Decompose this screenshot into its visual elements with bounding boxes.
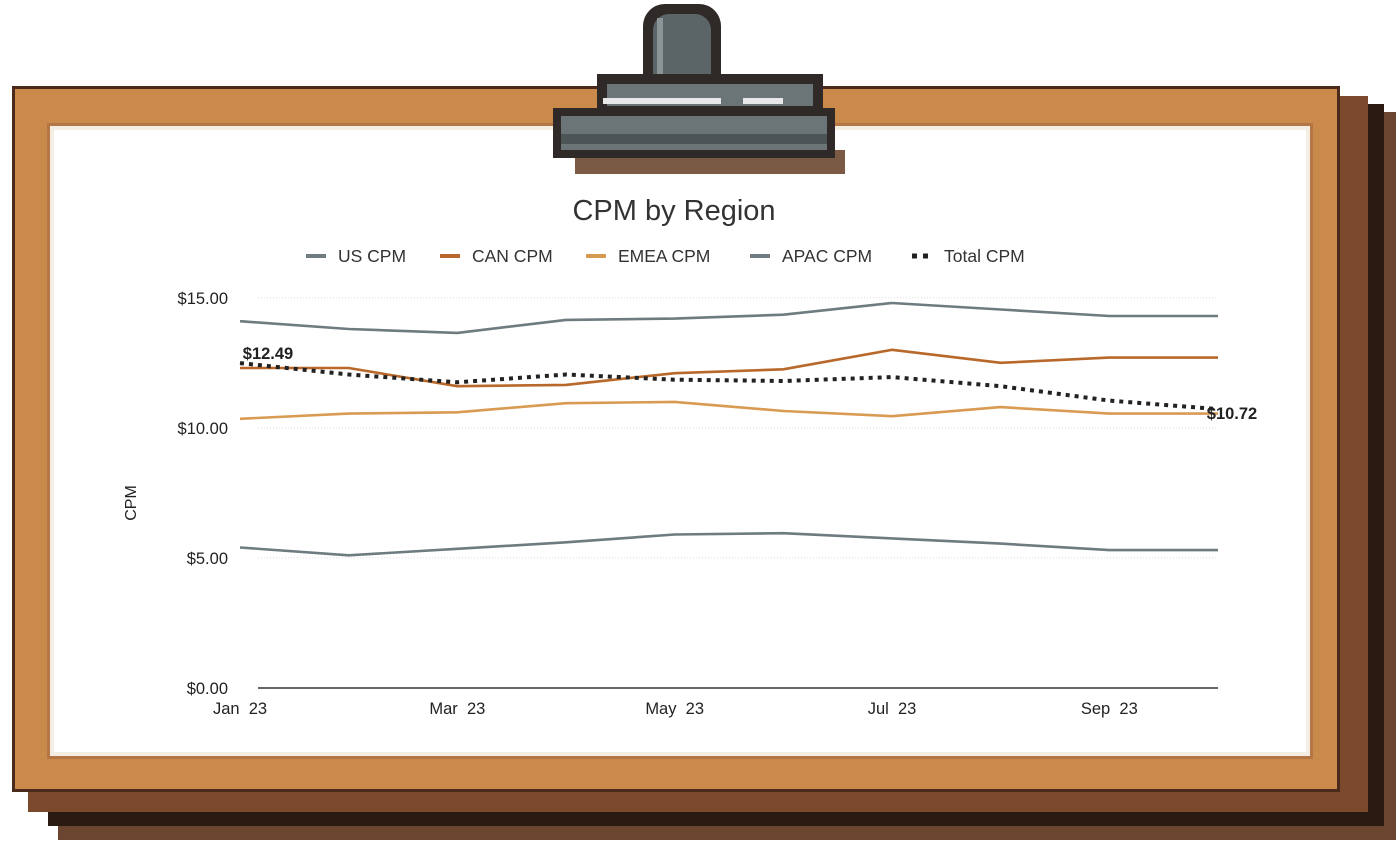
clipboard-clip-icon: [553, 4, 845, 174]
y-axis-title: CPM: [123, 485, 140, 521]
data-label: $10.72: [1207, 405, 1257, 423]
y-tick-label: $10.00: [178, 420, 228, 438]
series-line-total-cpm: [239, 361, 1219, 412]
y-tick-label: $15.00: [178, 290, 228, 308]
legend-label: Total CPM: [944, 246, 1025, 266]
chart-title: CPM by Region: [572, 195, 775, 227]
x-axis-ticks: Jan 23 Mar 23 May 23 Jul 23 Sep 23: [213, 700, 1138, 718]
legend-label: APAC CPM: [782, 246, 872, 266]
data-labels: $12.49 $10.72: [243, 345, 1257, 423]
legend-label: EMEA CPM: [618, 246, 710, 266]
grid: [258, 297, 1218, 689]
x-tick-label: Jan 23: [213, 700, 267, 718]
legend-label: US CPM: [338, 246, 406, 266]
series-lines: [239, 301, 1219, 557]
series-line-us-cpm: [239, 301, 1218, 335]
x-tick-label: Mar 23: [429, 700, 485, 718]
legend-label: CAN CPM: [472, 246, 553, 266]
data-label: $12.49: [243, 345, 293, 363]
series-line-can-cpm: [240, 348, 1218, 388]
x-tick-label: May 23: [645, 700, 704, 718]
y-axis-ticks: $15.00 $10.00 $5.00 $0.00: [178, 290, 228, 698]
x-tick-label: Jul 23: [868, 700, 917, 718]
x-tick-label: Sep 23: [1081, 700, 1138, 718]
y-tick-label: $5.00: [187, 550, 228, 568]
legend: US CPM CAN CPM EMEA CPM APAC CPM Total CPM: [306, 246, 1025, 266]
y-tick-label: $0.00: [187, 680, 228, 698]
series-line-emea-cpm: [239, 400, 1218, 421]
series-line-apac-cpm: [239, 531, 1218, 557]
clipboard-paper: [54, 130, 1306, 752]
